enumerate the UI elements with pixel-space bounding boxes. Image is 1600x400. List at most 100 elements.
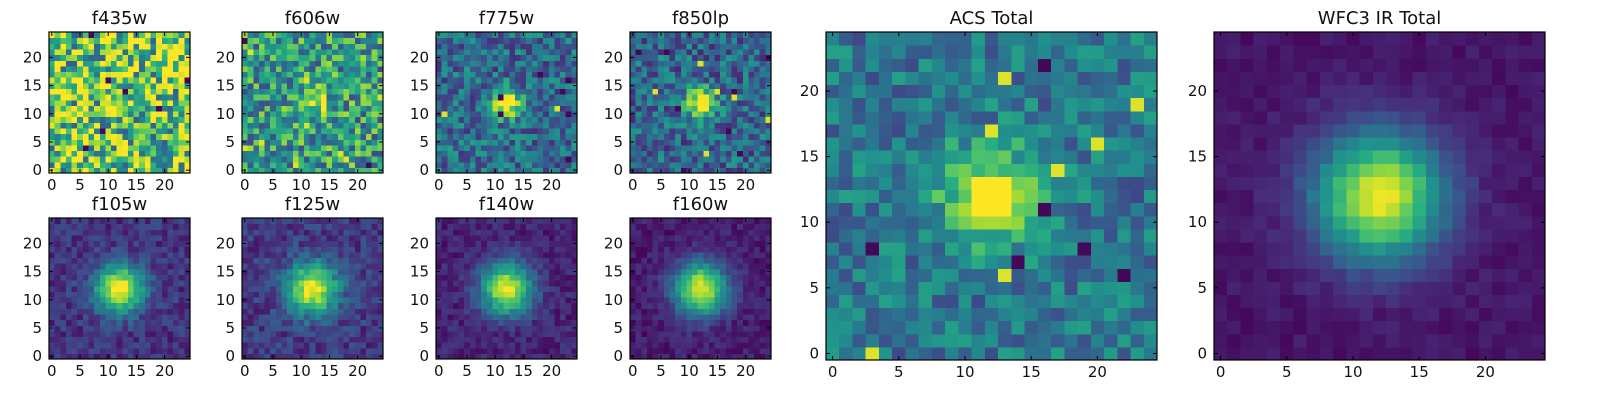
heatmap-cell (253, 32, 260, 39)
heatmap-cell (292, 240, 299, 247)
heatmap-cell (697, 302, 704, 309)
heatmap-cell (65, 32, 73, 39)
heatmap-cell (675, 54, 682, 61)
heatmap-cell (326, 291, 333, 298)
heatmap-cell (641, 302, 648, 309)
heatmap-cell (161, 291, 169, 298)
heatmap-cell (537, 280, 544, 287)
heatmap-cell (731, 291, 738, 298)
heatmap-cell (531, 353, 539, 360)
heatmap-cell (441, 167, 448, 174)
heatmap-cell (692, 71, 699, 78)
heatmap-cell (309, 60, 316, 67)
x-tick-label: 5 (75, 176, 85, 194)
heatmap-cell (65, 43, 73, 50)
heatmap-cell (531, 133, 539, 140)
heatmap-cell (481, 342, 488, 349)
heatmap-cell (571, 71, 578, 78)
heatmap-cell (337, 302, 345, 309)
heatmap-cell (520, 274, 527, 281)
heatmap-cell (498, 285, 505, 292)
heatmap-cell (669, 319, 676, 326)
heatmap-cell (765, 105, 772, 112)
heatmap-cell (242, 257, 249, 264)
heatmap-cell (304, 139, 311, 146)
heatmap-cell (270, 342, 277, 349)
panel-title: f435w (92, 8, 147, 29)
heatmap-cell (486, 127, 493, 135)
heatmap-cell (447, 32, 454, 39)
heatmap-cell (481, 110, 488, 118)
heatmap-cell (464, 48, 471, 56)
heatmap-cell (105, 319, 112, 326)
heatmap-cell (737, 347, 744, 354)
heatmap-cell (337, 127, 345, 135)
heatmap-cell (475, 325, 482, 332)
heatmap-cell (82, 32, 90, 39)
heatmap-cell (571, 280, 578, 287)
heatmap-cell (60, 240, 67, 247)
heatmap-cell (366, 246, 373, 253)
heatmap-cell (737, 110, 744, 118)
heatmap-cell (686, 336, 693, 343)
heatmap-cell (371, 105, 378, 112)
heatmap-cell (492, 347, 499, 354)
heatmap-cell (156, 82, 163, 89)
heatmap-cell (304, 122, 311, 129)
heatmap-cell (526, 71, 533, 78)
heatmap-cell (742, 342, 750, 349)
heatmap-cell (258, 353, 266, 360)
heatmap-cell (492, 48, 499, 56)
heatmap-cell (264, 251, 271, 259)
heatmap-cell (292, 110, 299, 118)
heatmap-cell (481, 167, 488, 174)
heatmap-cell (441, 127, 448, 135)
heatmap-cell (537, 342, 544, 349)
heatmap-cell (264, 139, 271, 146)
heatmap-cell (82, 99, 90, 106)
heatmap-cell (253, 280, 260, 287)
heatmap-cell (531, 43, 539, 50)
heatmap-cell (571, 156, 578, 163)
heatmap-cell (481, 285, 488, 292)
heatmap-cell (161, 116, 169, 123)
heatmap-cell (54, 325, 61, 332)
heatmap-cell (332, 122, 339, 129)
heatmap-cell (571, 313, 578, 321)
heatmap-cell (60, 139, 67, 146)
heatmap-cell (275, 94, 283, 101)
heatmap-cell (708, 313, 716, 321)
heatmap-cell (565, 319, 572, 326)
heatmap-cell (686, 82, 693, 89)
heatmap-cell (441, 291, 448, 298)
heatmap-cell (349, 77, 356, 84)
heatmap-cell (65, 105, 73, 112)
heatmap-cell (304, 110, 311, 118)
heatmap-cell (326, 296, 333, 304)
heatmap-cell (150, 353, 157, 360)
heatmap-cell (663, 88, 671, 95)
heatmap-cell (377, 48, 384, 56)
heatmap-cell (675, 127, 682, 135)
heatmap-cell (481, 263, 488, 270)
heatmap-cell (509, 110, 516, 118)
heatmap-cell (509, 82, 516, 89)
heatmap-cell (503, 54, 510, 61)
heatmap-cell (630, 161, 637, 168)
heatmap-cell (360, 330, 367, 338)
heatmap-cell (173, 234, 180, 242)
heatmap-cell (247, 302, 254, 309)
heatmap-cell (742, 161, 750, 168)
heatmap-cell (652, 167, 659, 174)
heatmap-cell (343, 150, 350, 157)
heatmap-cell (436, 156, 443, 163)
heatmap-cell (309, 234, 316, 242)
heatmap-cell (748, 133, 755, 140)
heatmap-cell (635, 280, 642, 287)
heatmap-cell (94, 234, 101, 242)
heatmap-cell (88, 229, 95, 236)
heatmap-cell (464, 60, 471, 67)
heatmap-cell (731, 48, 738, 56)
heatmap-cell (77, 285, 84, 292)
heatmap-cell (531, 122, 539, 129)
